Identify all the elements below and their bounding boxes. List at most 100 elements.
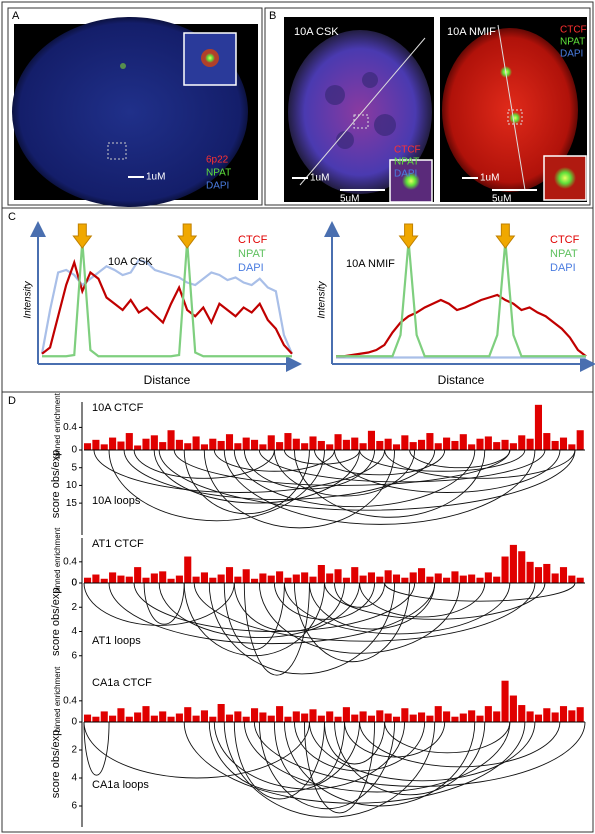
bar	[559, 567, 568, 583]
bar	[92, 574, 100, 583]
bar	[301, 713, 309, 722]
loop-arc	[223, 582, 285, 651]
bar	[326, 711, 334, 722]
bar	[359, 575, 367, 583]
bar	[84, 714, 92, 722]
bar	[125, 433, 133, 450]
roi-box	[107, 142, 127, 160]
loop-arc	[334, 721, 486, 796]
channel-label: DAPI	[206, 181, 229, 192]
bar	[159, 711, 167, 722]
bar	[334, 434, 342, 450]
bar	[292, 711, 300, 722]
bar	[526, 711, 534, 722]
loop-arc	[108, 449, 325, 522]
bar	[543, 708, 551, 722]
y-tick-label: 0.4	[63, 556, 77, 567]
bar	[209, 438, 217, 450]
arrow-marker	[398, 223, 419, 249]
loop-arc	[143, 582, 185, 625]
bar	[518, 551, 526, 583]
bar	[267, 715, 275, 722]
y-tick-label: 10	[66, 480, 78, 491]
bar	[150, 715, 158, 722]
bar	[384, 438, 392, 450]
bar	[200, 444, 208, 450]
bar	[351, 714, 359, 722]
bar	[259, 573, 267, 583]
loop-arc	[334, 582, 386, 608]
bar	[459, 434, 467, 450]
loop-arc	[303, 721, 376, 814]
bar	[476, 438, 484, 450]
loop-arc	[213, 449, 335, 472]
bar	[426, 433, 434, 450]
bar	[284, 577, 292, 583]
bar	[317, 715, 325, 722]
y-tick-label: 2	[71, 745, 77, 756]
loop-arc	[183, 582, 325, 657]
bar	[451, 716, 459, 722]
loop-arc	[133, 449, 275, 479]
bar	[292, 574, 300, 583]
channel-label: NPAT	[560, 37, 585, 48]
bar	[576, 707, 584, 722]
y-axis-label: binned enrichment	[53, 527, 62, 594]
bar	[167, 430, 175, 450]
bar	[509, 544, 517, 583]
bar	[342, 707, 350, 722]
bar	[92, 716, 100, 722]
legend-entry: DAPI	[238, 262, 264, 274]
bar	[376, 710, 384, 722]
bar	[551, 440, 559, 450]
scale-label: 1uM	[480, 173, 499, 184]
bar	[276, 442, 284, 450]
loop-arc	[409, 449, 511, 469]
x-axis-label: Distance	[438, 373, 485, 387]
bar	[117, 441, 125, 450]
bar	[150, 435, 158, 450]
bar	[109, 715, 117, 722]
bar	[351, 567, 359, 583]
bar	[443, 437, 451, 450]
inset-spot	[205, 53, 215, 63]
roi-box	[353, 114, 369, 129]
bar	[292, 438, 300, 450]
bar	[451, 440, 459, 450]
bar	[234, 711, 242, 722]
bar	[526, 438, 534, 450]
bar	[468, 444, 476, 450]
nucleoli	[325, 72, 396, 149]
bar	[234, 443, 242, 450]
bar	[142, 438, 150, 450]
bar	[534, 714, 542, 722]
bar	[418, 568, 426, 583]
bar	[125, 576, 133, 583]
loop-arc	[283, 582, 511, 635]
bar	[184, 443, 192, 450]
loop-arc	[193, 582, 536, 642]
bar	[501, 556, 509, 583]
bar	[376, 576, 384, 583]
bar	[401, 577, 409, 583]
channel-label: NPAT	[206, 168, 231, 179]
bar	[409, 714, 417, 722]
loop-arc	[158, 582, 360, 639]
bar	[259, 444, 267, 450]
loop-arc	[359, 449, 526, 472]
bar	[434, 706, 442, 722]
bar	[484, 436, 492, 450]
bar	[184, 707, 192, 722]
profile-line	[41, 258, 293, 355]
bar	[317, 440, 325, 450]
bar	[175, 439, 183, 450]
arrow-marker	[177, 223, 198, 249]
bar	[142, 577, 150, 583]
bar	[209, 577, 217, 583]
loop-arc	[213, 721, 406, 790]
legend-entry: NPAT	[238, 248, 266, 260]
bar	[534, 404, 542, 450]
panel-label: A	[12, 10, 20, 22]
bar	[217, 704, 225, 722]
roi-box	[507, 109, 523, 125]
